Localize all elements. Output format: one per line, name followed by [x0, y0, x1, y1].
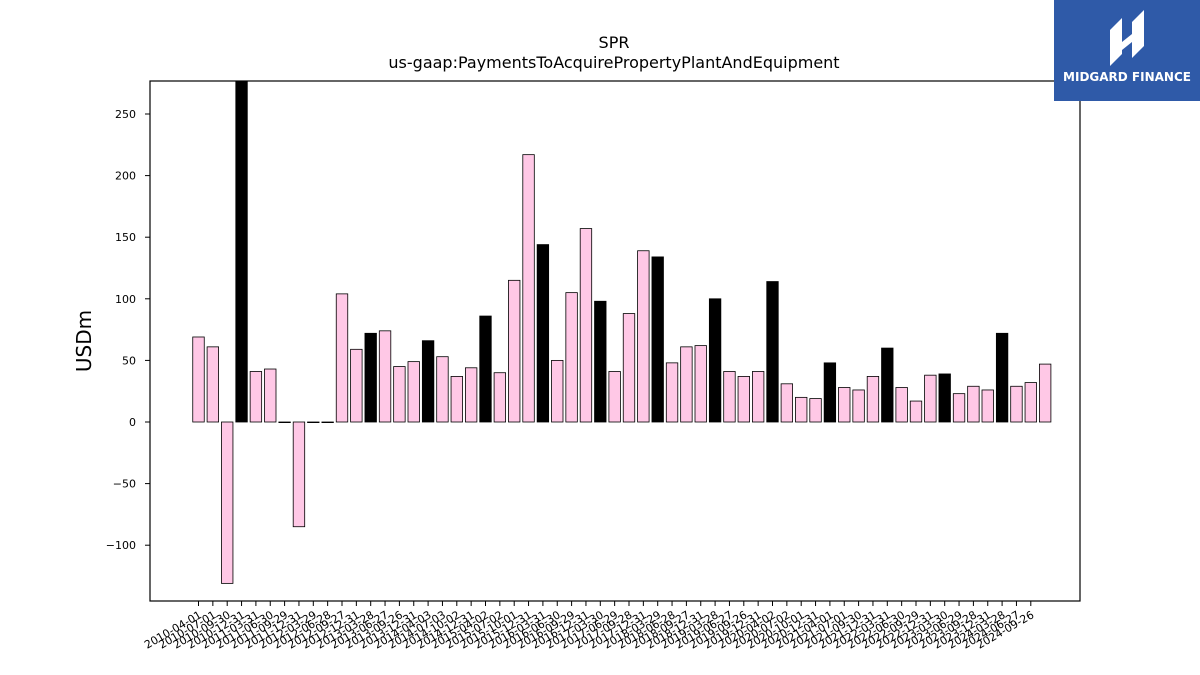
- bar: [508, 279, 521, 423]
- bar: [723, 371, 736, 423]
- bar: [938, 373, 951, 423]
- chart-title: SPR: [599, 33, 630, 52]
- brand-name: MIDGARD FINANCE: [1063, 70, 1191, 84]
- x-axis: 2010-04-012010-07-012010-09-302010-12-31…: [142, 601, 1036, 652]
- bar: [421, 340, 435, 423]
- bar: [952, 393, 966, 423]
- bar: [981, 389, 994, 423]
- bar: [924, 374, 937, 423]
- bar: [522, 154, 535, 423]
- bar: [637, 250, 650, 423]
- bar: [551, 359, 564, 423]
- brand-logo: MIDGARD FINANCE: [1054, 0, 1200, 101]
- bar: [1010, 385, 1023, 423]
- y-tick-label: 50: [122, 354, 136, 367]
- bar: [335, 293, 349, 423]
- bar: [1024, 382, 1037, 423]
- bar: [795, 396, 808, 423]
- bar: [364, 332, 377, 423]
- y-tick-label: 150: [115, 231, 136, 244]
- bar: [350, 348, 363, 423]
- bar: [608, 371, 621, 423]
- bar: [221, 421, 234, 584]
- bar: [909, 400, 923, 423]
- y-axis-label: USDm: [72, 310, 96, 372]
- bar: [307, 421, 320, 424]
- y-tick-label: 0: [129, 416, 136, 429]
- bar: [823, 362, 837, 423]
- bar: [479, 315, 492, 423]
- bar: [536, 244, 550, 423]
- bar: [378, 330, 392, 423]
- y-tick-label: 250: [115, 108, 136, 121]
- bar: [995, 332, 1009, 423]
- y-tick-label: −100: [106, 539, 136, 552]
- bar: [393, 366, 406, 423]
- y-tick-label: 100: [115, 293, 136, 306]
- bar: [464, 367, 478, 423]
- bar: [622, 313, 636, 423]
- bar: [594, 300, 607, 423]
- bar: [694, 345, 707, 423]
- y-tick-label: −50: [113, 478, 136, 491]
- bar: [752, 371, 765, 423]
- bars-group: [192, 80, 1052, 584]
- bar: [436, 356, 449, 423]
- bar: [838, 387, 851, 423]
- bar: [206, 346, 220, 423]
- bar: [450, 376, 463, 423]
- bar: [493, 372, 507, 423]
- bar: [881, 347, 894, 423]
- bar: [651, 256, 664, 423]
- midgard-logo-icon: [1110, 10, 1144, 66]
- chart-subtitle: us-gaap:PaymentsToAcquirePropertyPlantAn…: [388, 53, 839, 72]
- bar: [192, 336, 205, 423]
- bar: [852, 389, 865, 423]
- bar: [407, 361, 420, 423]
- y-tick-label: 200: [115, 170, 136, 183]
- bar: [264, 368, 277, 423]
- bar: [895, 387, 908, 423]
- bar: [680, 346, 693, 423]
- bar: [292, 421, 306, 528]
- bar: [780, 383, 793, 423]
- bar: [249, 371, 263, 423]
- bar: [579, 228, 593, 423]
- bar: [565, 292, 578, 423]
- bar: [235, 80, 248, 423]
- bar: [665, 362, 679, 423]
- bar: [967, 385, 980, 423]
- bar: [766, 281, 779, 423]
- bar: [1039, 363, 1052, 423]
- bar: [278, 421, 291, 424]
- bar: [708, 298, 722, 423]
- bar: [737, 376, 750, 423]
- bar: [321, 421, 334, 424]
- plot-frame: [149, 80, 1081, 602]
- bar: [866, 376, 880, 423]
- y-axis: −100 −50 0 50 100 150 200 250: [106, 108, 150, 552]
- bar: [809, 398, 822, 423]
